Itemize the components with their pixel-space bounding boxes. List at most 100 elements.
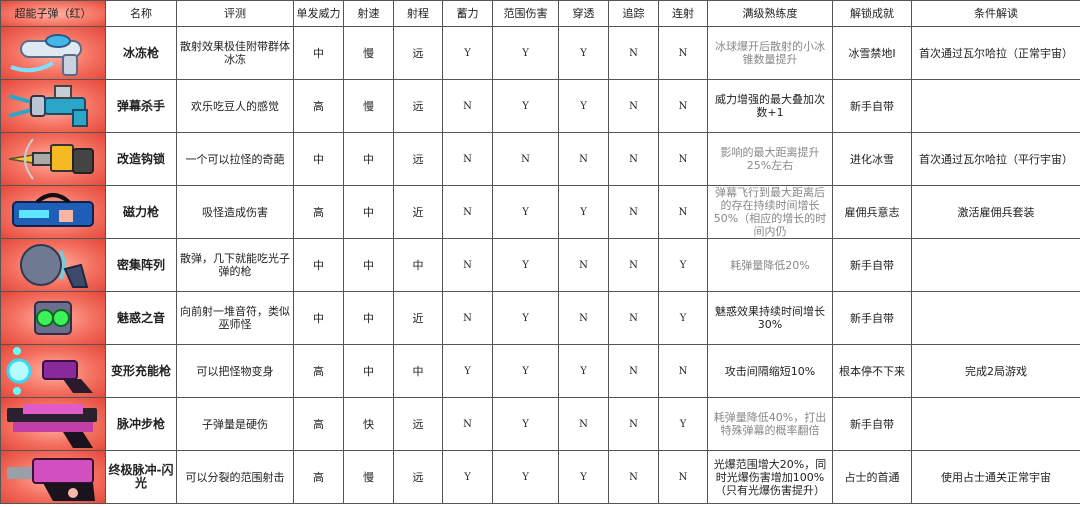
weapon-name: 密集阵列 bbox=[105, 238, 177, 292]
condition-text: 首次通过瓦尔哈拉（平行宇宙） bbox=[911, 132, 1080, 186]
power-value: 中 bbox=[293, 238, 344, 292]
condition-text bbox=[911, 397, 1080, 451]
power-value: 高 bbox=[293, 185, 344, 239]
grapple-gun-icon bbox=[8, 138, 94, 180]
aoe-flag: Y bbox=[492, 344, 559, 398]
weapon-name: 改造钩锁 bbox=[105, 132, 177, 186]
table-row: 密集阵列 散弹，几下就能吃光子弹的枪中中中 N Y N N Y 耗弹量降低20% 新手自带 bbox=[0, 238, 1080, 292]
range-value: 远 bbox=[393, 132, 443, 186]
table-row: 魅惑之音 向前射一堆音符，类似巫师怪中中近 N Y N N Y 魅惑效果持续时间增长30% 新手… bbox=[0, 291, 1080, 345]
charge-flag: N bbox=[442, 79, 493, 133]
morph-gun-icon bbox=[6, 347, 93, 395]
pulse-rifle-icon bbox=[7, 404, 97, 448]
achievement-text: 新手自带 bbox=[832, 79, 912, 133]
ice-gun-icon bbox=[10, 34, 82, 76]
power-value: 中 bbox=[293, 291, 344, 345]
weapon-name: 磁力枪 bbox=[105, 185, 177, 239]
header-aoe: 范围伤害 bbox=[492, 0, 559, 27]
range-value: 中 bbox=[393, 344, 443, 398]
charge-flag: N bbox=[442, 132, 493, 186]
weapon-name: 弹幕杀手 bbox=[105, 79, 177, 133]
aoe-flag: Y bbox=[492, 397, 559, 451]
charge-flag: Y bbox=[442, 450, 493, 504]
achievement-text: 新手自带 bbox=[832, 397, 912, 451]
rate-value: 慢 bbox=[343, 79, 394, 133]
review-text: 子弹量是硬伤 bbox=[176, 397, 294, 451]
achievement-text: 占士的首通 bbox=[832, 450, 912, 504]
review-text: 可以分裂的范围射击 bbox=[176, 450, 294, 504]
rate-value: 中 bbox=[343, 291, 394, 345]
track-flag: N bbox=[608, 79, 659, 133]
weapon-name: 脉冲步枪 bbox=[105, 397, 177, 451]
pierce-flag: N bbox=[558, 291, 609, 345]
charm-sound-icon bbox=[34, 301, 72, 335]
range-value: 中 bbox=[393, 238, 443, 292]
table-row: 弹幕杀手 欢乐吃豆人的感觉高慢远 N Y Y N N 威力增强的最大叠加次数+1 新手自带 bbox=[0, 79, 1080, 133]
table-row: 终极脉冲-闪光 可以分裂的范围射击高慢远 Y Y Y N N 光爆范围增大20%，同时光爆伤害… bbox=[0, 450, 1080, 504]
burst-flag: N bbox=[658, 26, 708, 80]
burst-flag: N bbox=[658, 185, 708, 239]
rate-value: 快 bbox=[343, 397, 394, 451]
weapon-image-cell bbox=[0, 26, 106, 80]
aoe-flag: Y bbox=[492, 79, 559, 133]
burst-flag: Y bbox=[658, 397, 708, 451]
aoe-flag: N bbox=[492, 132, 559, 186]
power-value: 高 bbox=[293, 79, 344, 133]
mastery-text: 攻击间隔缩短10% bbox=[707, 344, 833, 398]
track-flag: N bbox=[608, 185, 659, 239]
track-flag: N bbox=[608, 397, 659, 451]
rate-value: 慢 bbox=[343, 26, 394, 80]
achievement-text: 雇佣兵意志 bbox=[832, 185, 912, 239]
header-range: 射程 bbox=[393, 0, 443, 27]
achievement-text: 新手自带 bbox=[832, 291, 912, 345]
aoe-flag: Y bbox=[492, 450, 559, 504]
charge-flag: N bbox=[442, 185, 493, 239]
mastery-text: 光爆范围增大20%，同时光爆伤害增加100%（只有光爆伤害提升） bbox=[707, 450, 833, 504]
header-achievement: 解锁成就 bbox=[832, 0, 912, 27]
power-value: 高 bbox=[293, 397, 344, 451]
achievement-text: 新手自带 bbox=[832, 238, 912, 292]
table-row: 改造钩锁 一个可以拉怪的奇葩中中远 N N N N N 影响的最大距离提升25%左右 进化冰雪首… bbox=[0, 132, 1080, 186]
rate-value: 中 bbox=[343, 344, 394, 398]
weapon-name: 终极脉冲-闪光 bbox=[105, 450, 177, 504]
mastery-text: 弹幕飞行到最大距离后的存在持续时间增长50%（相应的增长的时间内仍 bbox=[707, 185, 833, 239]
range-value: 远 bbox=[393, 450, 443, 504]
pierce-flag: Y bbox=[558, 185, 609, 239]
header-power: 单发威力 bbox=[293, 0, 344, 27]
weapon-image-cell bbox=[0, 79, 106, 133]
track-flag: N bbox=[608, 26, 659, 80]
weapon-image-cell bbox=[0, 344, 106, 398]
burst-flag: N bbox=[658, 344, 708, 398]
header-review: 评测 bbox=[176, 0, 294, 27]
table-row: 变形充能枪 可以把怪物变身高中中 Y Y Y N N 攻击间隔缩短10% 根本停不下来 完成2局游… bbox=[0, 344, 1080, 398]
aoe-flag: Y bbox=[492, 26, 559, 80]
range-value: 远 bbox=[393, 26, 443, 80]
burst-flag: N bbox=[658, 132, 708, 186]
power-value: 高 bbox=[293, 344, 344, 398]
condition-text bbox=[911, 238, 1080, 292]
charge-flag: N bbox=[442, 291, 493, 345]
review-text: 向前射一堆音符，类似巫师怪 bbox=[176, 291, 294, 345]
pierce-flag: N bbox=[558, 238, 609, 292]
aoe-flag: Y bbox=[492, 238, 559, 292]
burst-flag: N bbox=[658, 450, 708, 504]
review-text: 欢乐吃豆人的感觉 bbox=[176, 79, 294, 133]
review-text: 一个可以拉怪的奇葩 bbox=[176, 132, 294, 186]
table-row: 冰冻枪 散射效果极佳附带群体冰冻中慢远 Y Y Y N N 冰球爆开后散射的小冰锥数量提升 冰雪… bbox=[0, 26, 1080, 80]
track-flag: N bbox=[608, 450, 659, 504]
rate-value: 中 bbox=[343, 185, 394, 239]
weapon-image-cell bbox=[0, 450, 106, 504]
range-value: 近 bbox=[393, 291, 443, 345]
track-flag: N bbox=[608, 344, 659, 398]
mastery-text: 耗弹量降低40%，打出特殊弹幕的概率翻倍 bbox=[707, 397, 833, 451]
review-text: 散射效果极佳附带群体冰冻 bbox=[176, 26, 294, 80]
charge-flag: Y bbox=[442, 344, 493, 398]
aoe-flag: Y bbox=[492, 185, 559, 239]
burst-flag: Y bbox=[658, 238, 708, 292]
mastery-text: 魅惑效果持续时间增长30% bbox=[707, 291, 833, 345]
ultimate-pulse-icon bbox=[7, 458, 95, 501]
aoe-flag: Y bbox=[492, 291, 559, 345]
rate-value: 中 bbox=[343, 132, 394, 186]
header-pierce: 穿透 bbox=[558, 0, 609, 27]
